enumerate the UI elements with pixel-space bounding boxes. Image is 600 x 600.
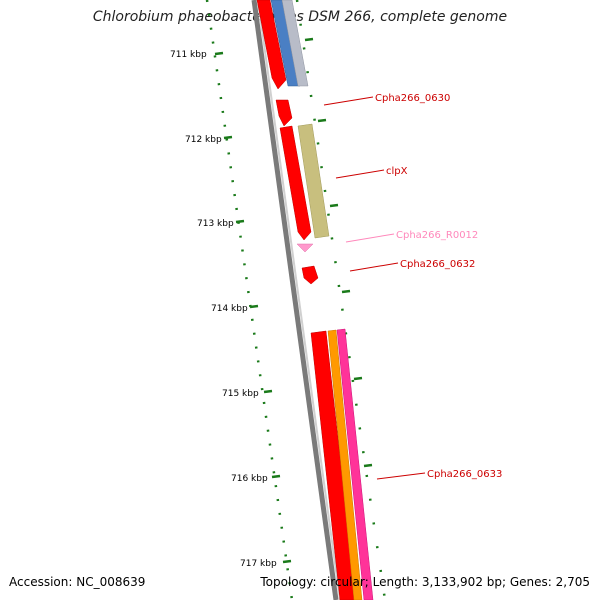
genome-backbone [251,0,339,600]
scale-label-717: 717 kbp [240,559,277,569]
left-major-ticks [214,51,292,564]
left-tick-ring [205,0,294,600]
feature-cpha266-r0012[interactable] [296,243,314,253]
map-title: Chlorobium phaeobacteroides DSM 266, com… [92,9,508,25]
scale-label-714: 714 kbp [211,304,248,314]
scale-label-716: 716 kbp [231,474,268,484]
label-cpha266-0633[interactable]: Cpha266_0633 [427,469,502,480]
feature-cpha266-0632[interactable] [301,265,319,285]
leader-clpx [335,169,385,179]
scale-label-711: 711 kbp [170,50,207,60]
genome-summary-text: Topology: circular; Length: 3,133,902 bp… [260,575,590,589]
genome-backbone-inner [257,0,341,600]
label-cpha266-r0012[interactable]: Cpha266_R0012 [396,230,478,241]
feature-clpx[interactable] [279,123,330,241]
feature-top-gray[interactable] [281,0,309,87]
feature-cpha266-0633[interactable] [310,328,374,600]
leader-cpha266-0633 [376,472,426,480]
leader-cpha266-0632 [349,262,399,272]
label-clpx[interactable]: clpX [386,166,408,177]
scale-label-713: 713 kbp [197,219,234,229]
feature-cpha266-0630[interactable] [275,99,293,127]
leader-cpha266-0630 [323,96,374,106]
right-tick-ring [295,0,387,600]
feature-top-red[interactable] [256,0,287,90]
label-cpha266-0632[interactable]: Cpha266_0632 [400,259,475,270]
label-cpha266-0630[interactable]: Cpha266_0630 [375,93,450,104]
right-major-ticks [304,37,373,468]
leader-cpha266-r0012 [345,233,395,243]
accession-text: Accession: NC_008639 [9,575,146,589]
scale-label-715: 715 kbp [222,389,259,399]
scale-label-712: 712 kbp [185,135,222,145]
